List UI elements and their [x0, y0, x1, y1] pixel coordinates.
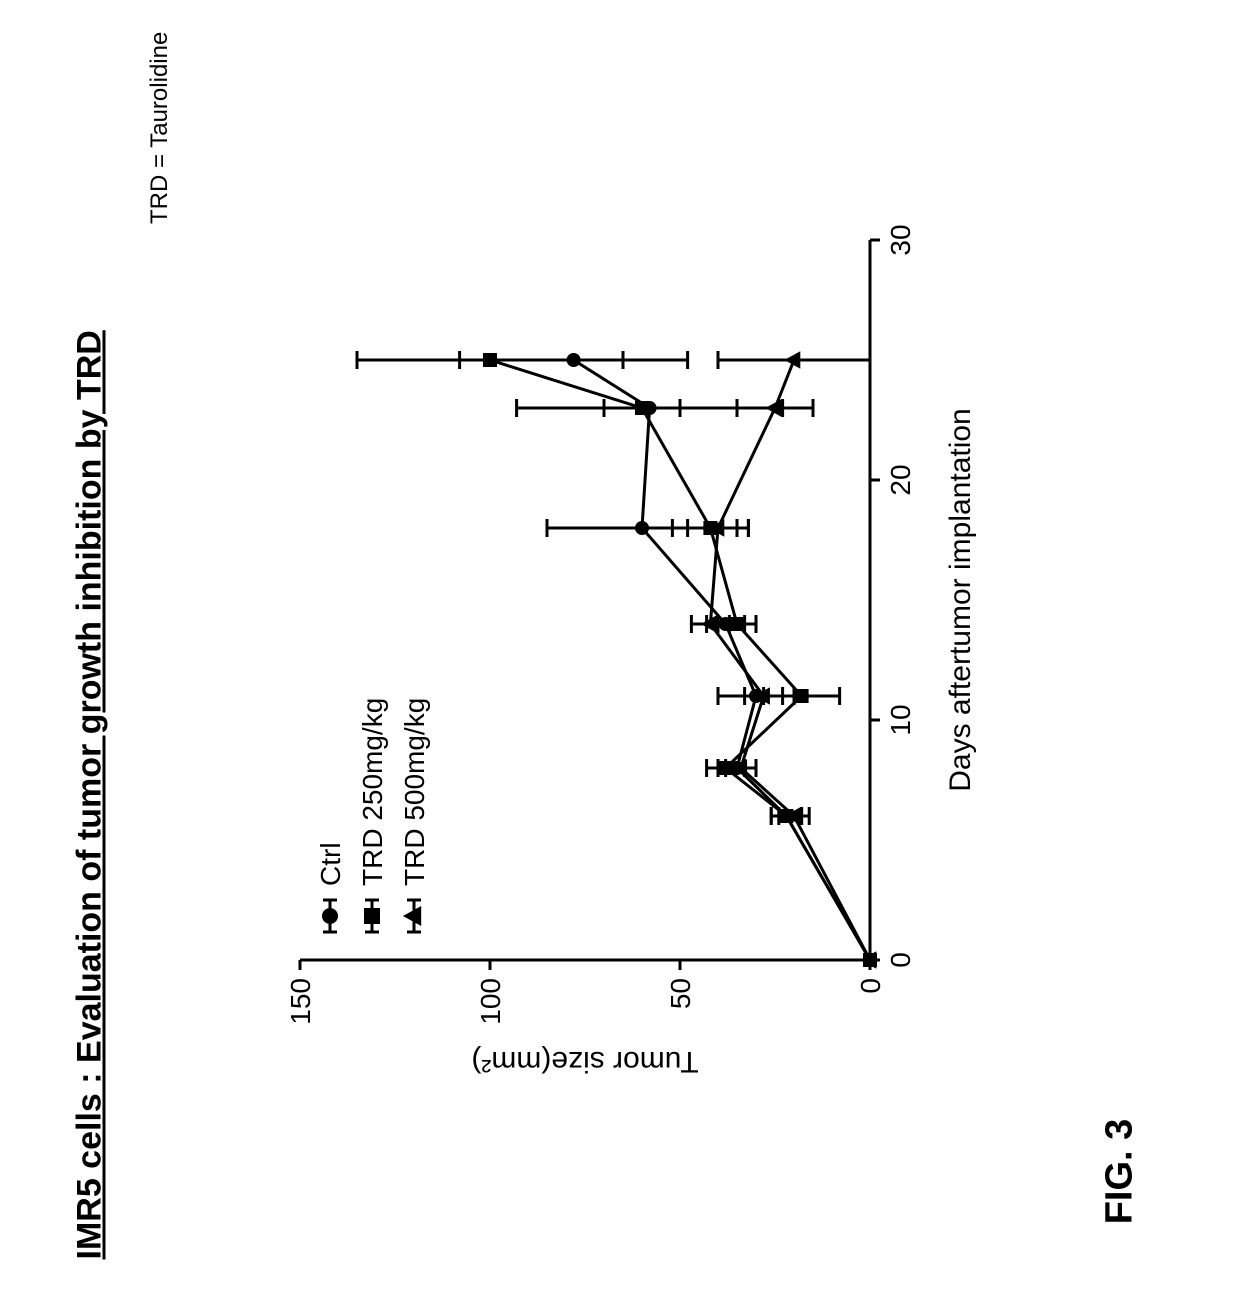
svg-text:0: 0	[885, 952, 916, 968]
chart-subtitle: TRD = Taurolidine	[146, 24, 174, 224]
svg-text:Ctrl: Ctrl	[315, 842, 346, 886]
figure-caption: FIG. 3	[1099, 1072, 1142, 1272]
svg-text:30: 30	[885, 224, 916, 255]
svg-text:Days aftertumor implantation: Days aftertumor implantation	[944, 408, 977, 792]
svg-text:TRD 500mg/kg: TRD 500mg/kg	[399, 698, 430, 886]
svg-text:100: 100	[475, 978, 506, 1025]
svg-text:150: 150	[285, 978, 316, 1025]
svg-text:TRD 250mg/kg: TRD 250mg/kg	[357, 698, 388, 886]
figure-canvas: { "title": "IMR5 cells : Evaluation of t…	[0, 0, 1240, 1311]
svg-text:10: 10	[885, 704, 916, 735]
svg-text:20: 20	[885, 464, 916, 495]
svg-text:Tumor size(mm²): Tumor size(mm²)	[471, 1045, 698, 1078]
svg-text:0: 0	[855, 978, 886, 994]
svg-text:50: 50	[665, 978, 696, 1009]
chart-title: IMR5 cells : Evaluation of tumor growth …	[71, 60, 110, 1260]
tumor-growth-chart: 0 50 100 150 0 10 20 30 Days aftertumor implanta…	[270, 200, 990, 1100]
